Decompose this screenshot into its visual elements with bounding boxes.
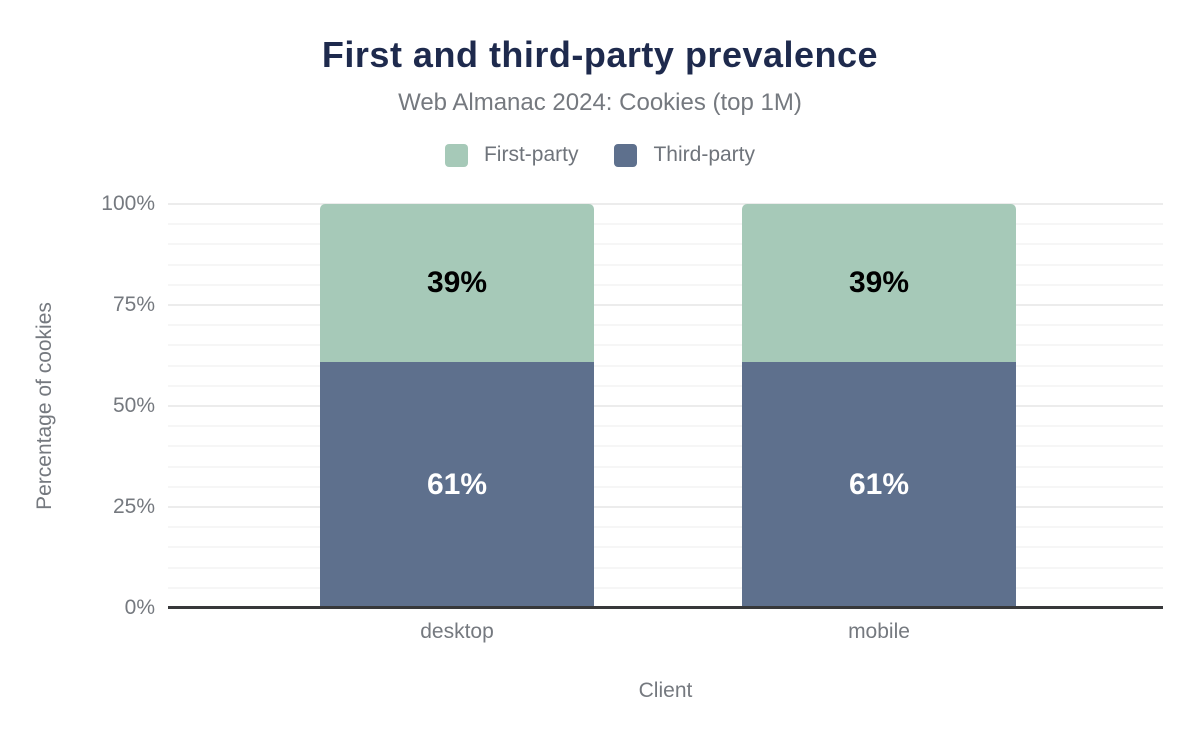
bar-value-label-third-party-mobile: 61% xyxy=(848,467,910,501)
legend-item-third-party: Third-party xyxy=(614,143,755,167)
y-tick-label-50%: 50% xyxy=(112,394,155,417)
gridline-100 xyxy=(168,203,1163,205)
bar-value-label-third-party-desktop: 61% xyxy=(426,467,488,501)
y-tick-label-100%: 100% xyxy=(101,192,155,215)
plot-area: 61% 39% 61% 39% xyxy=(168,203,1163,608)
bar-value-label-first-party-mobile: 39% xyxy=(848,265,910,299)
third-party-swatch-icon xyxy=(614,143,638,167)
gridline-95 xyxy=(168,223,1163,226)
y-tick-label-0%: 0% xyxy=(124,596,155,619)
gridline-20 xyxy=(168,526,1163,529)
bar-segment-first-party-mobile: 39% xyxy=(742,204,1016,362)
gridline-25 xyxy=(168,506,1163,508)
bar-segment-third-party-desktop: 61% xyxy=(320,361,594,608)
gridline-45 xyxy=(168,425,1163,428)
chart-title: First and third-party prevalence xyxy=(321,34,879,75)
gridline-70 xyxy=(168,324,1163,327)
gridline-40 xyxy=(168,445,1163,448)
y-tick-label-75%: 75% xyxy=(112,293,155,316)
gridline-75 xyxy=(168,304,1163,306)
x-axis-line xyxy=(168,606,1163,609)
gridline-90 xyxy=(168,243,1163,246)
legend: First-party Third-party xyxy=(0,143,1200,167)
gridline-85 xyxy=(168,263,1163,266)
legend-item-first-party: First-party xyxy=(444,143,579,167)
gridline-30 xyxy=(168,485,1163,488)
gridline-50 xyxy=(168,405,1163,407)
x-axis-title: Client xyxy=(638,679,693,702)
first-party-swatch-icon xyxy=(444,143,468,167)
gridline-10 xyxy=(168,566,1163,569)
gridline-60 xyxy=(168,364,1163,367)
gridline-65 xyxy=(168,344,1163,347)
y-tick-label-25%: 25% xyxy=(112,495,155,518)
gridline-55 xyxy=(168,384,1163,387)
gridline-5 xyxy=(168,586,1163,589)
gridline-35 xyxy=(168,465,1163,468)
gridline-15 xyxy=(168,546,1163,549)
bar-segment-third-party-mobile: 61% xyxy=(742,361,1016,608)
bar-value-label-first-party-desktop: 39% xyxy=(426,265,488,299)
legend-label-third-party: Third-party xyxy=(653,143,756,166)
x-tick-label-mobile: mobile xyxy=(848,620,910,643)
chart-subtitle: Web Almanac 2024: Cookies (top 1M) xyxy=(398,89,802,116)
x-tick-label-desktop: desktop xyxy=(420,620,494,643)
gridline-80 xyxy=(168,283,1163,286)
bar-segment-first-party-desktop: 39% xyxy=(320,204,594,362)
legend-label-first-party: First-party xyxy=(483,143,579,166)
